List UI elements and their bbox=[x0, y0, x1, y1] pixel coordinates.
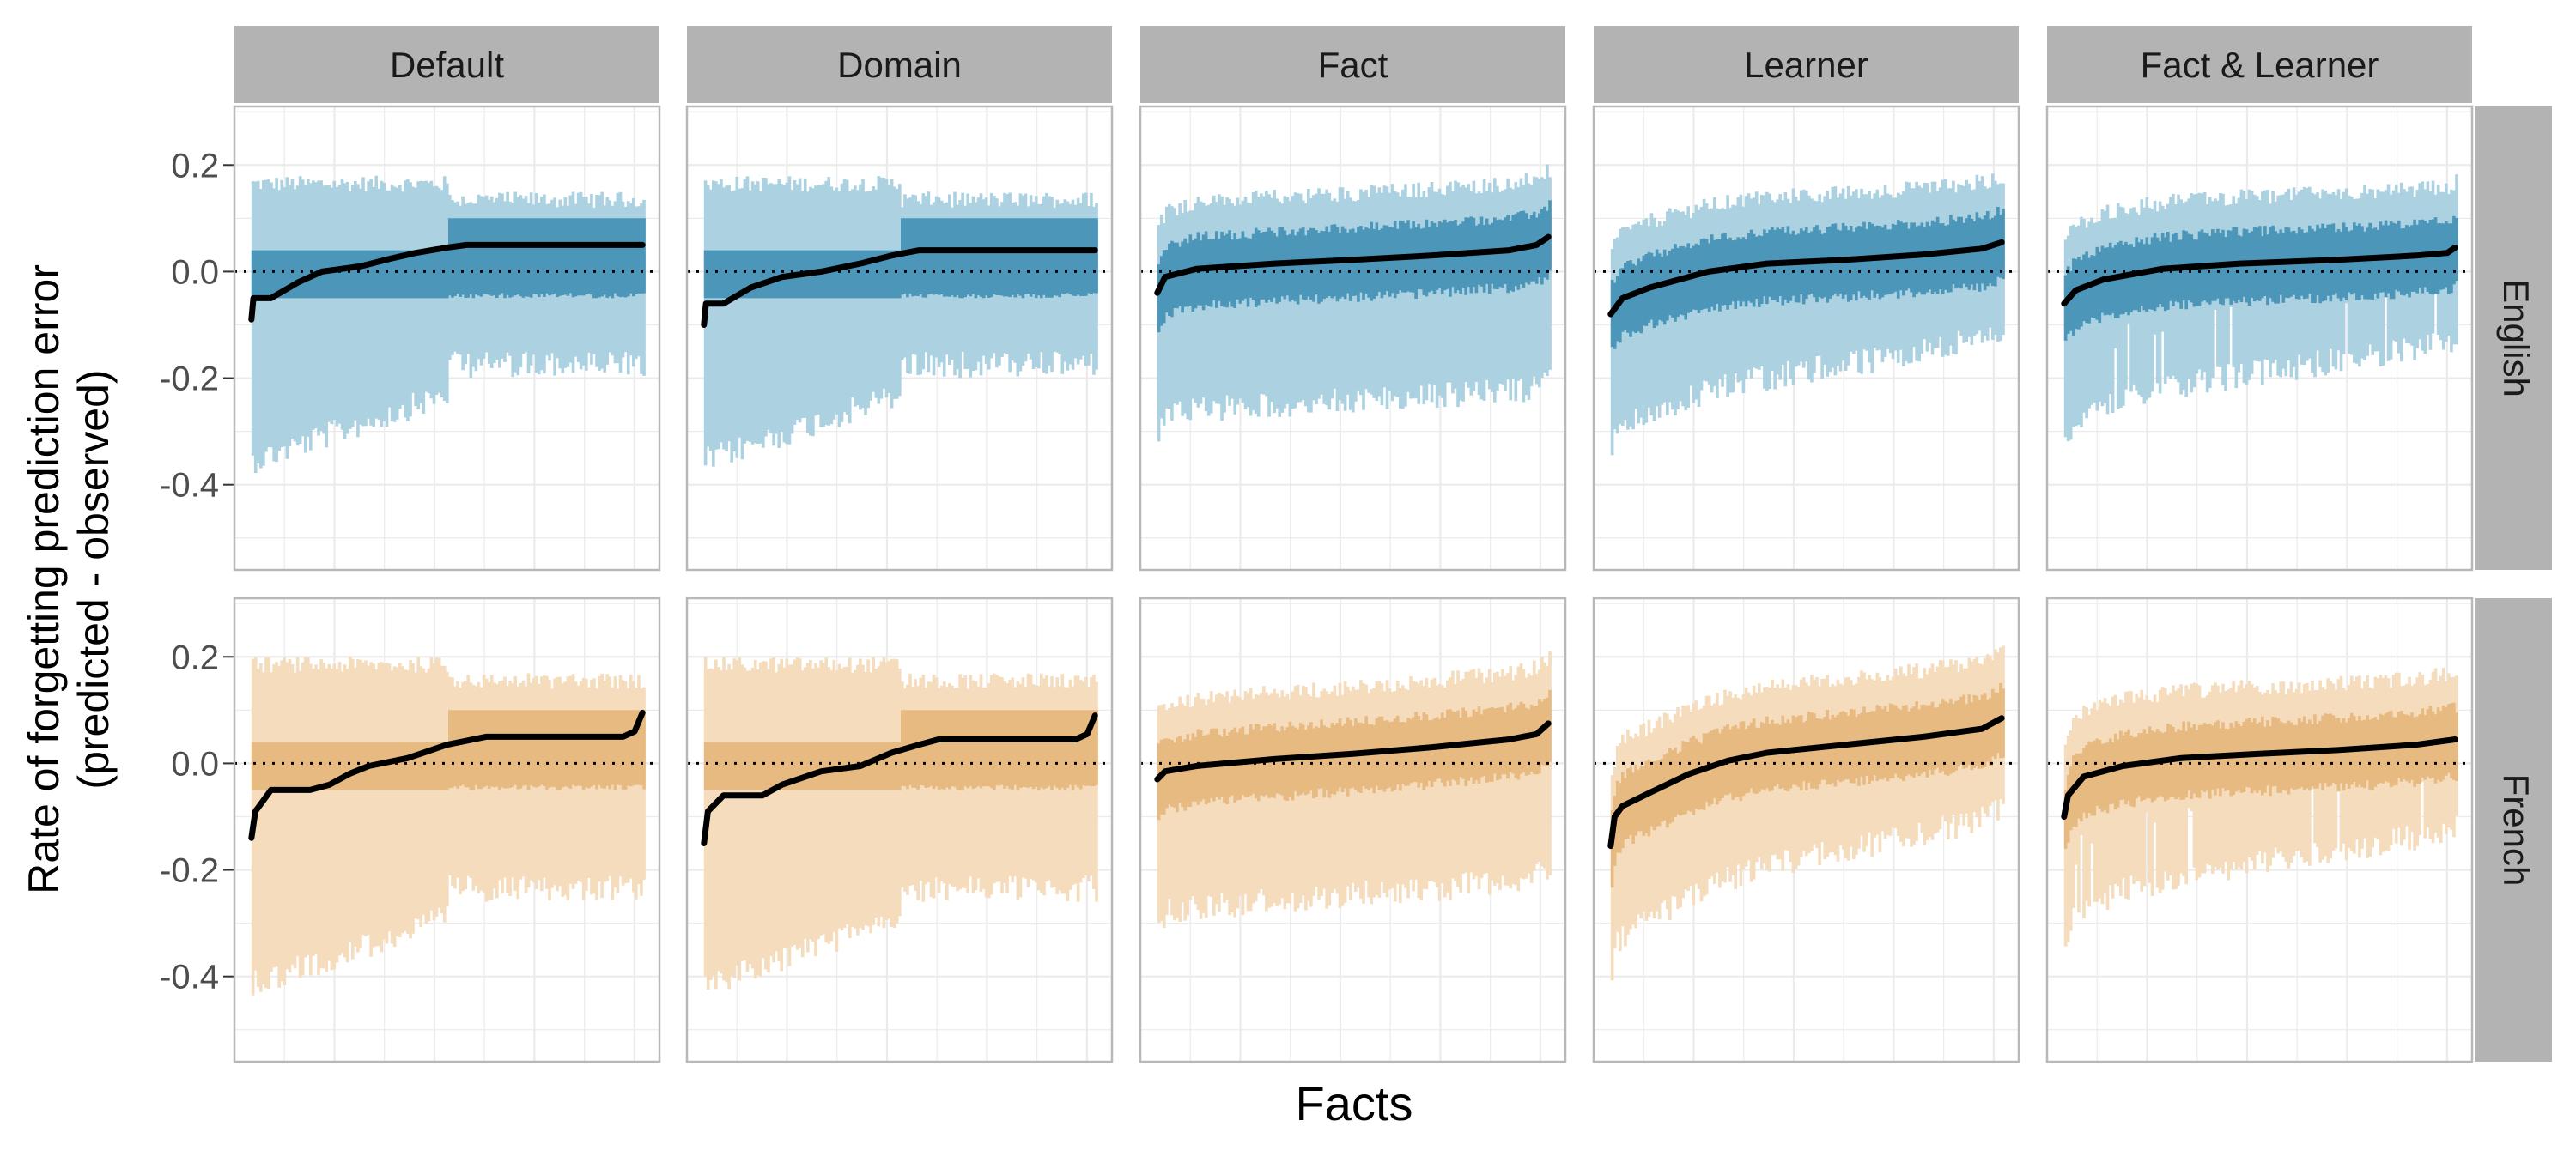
panel-english-1 bbox=[685, 105, 1114, 572]
facet-label: Fact & Learner bbox=[2141, 45, 2379, 85]
panel-border bbox=[685, 597, 1114, 1063]
panel-border bbox=[1139, 597, 1567, 1063]
median-error-line bbox=[1607, 715, 2005, 850]
median-error-line bbox=[701, 247, 1098, 328]
panel-border bbox=[233, 105, 661, 572]
y-tick-label: 0.0 bbox=[171, 253, 219, 291]
panel-border bbox=[1592, 105, 2020, 572]
panel-english-3 bbox=[1592, 105, 2020, 572]
panel-french-0 bbox=[233, 597, 661, 1063]
inner-interval-band bbox=[251, 710, 646, 790]
median-error-line bbox=[701, 712, 1098, 846]
panel-border bbox=[233, 597, 661, 1063]
inner-interval-band bbox=[703, 218, 1098, 299]
row-label: French bbox=[2496, 774, 2537, 887]
y-tick-label: -0.4 bbox=[160, 959, 219, 996]
y-tick-label: -0.4 bbox=[160, 467, 219, 505]
y-tick-label: 0.2 bbox=[171, 147, 219, 185]
panel-english-0 bbox=[233, 105, 661, 572]
y-axis-label-line2: (predicted - observed) bbox=[70, 369, 118, 789]
facet-label: Fact bbox=[1318, 45, 1388, 85]
inner-interval-band bbox=[2063, 702, 2458, 849]
panel-border bbox=[685, 105, 1114, 572]
inner-interval-band bbox=[1610, 207, 2005, 349]
facet-label: Domain bbox=[837, 45, 962, 85]
median-error-line bbox=[1154, 720, 1552, 783]
row-strip-1 bbox=[2475, 598, 2552, 1062]
row-strip-0 bbox=[2475, 106, 2552, 570]
facet-strip-3 bbox=[1594, 26, 2019, 103]
inner-interval-band bbox=[1610, 682, 2005, 888]
panel-english-2 bbox=[1139, 105, 1567, 572]
facet-label: Default bbox=[390, 45, 504, 85]
median-error-line bbox=[2061, 245, 2458, 307]
facet-strip-2 bbox=[1140, 26, 1565, 103]
panel-french-4 bbox=[2045, 597, 2474, 1063]
y-axis-label-line1: Rate of forgetting prediction error bbox=[20, 264, 68, 894]
panel-border bbox=[1592, 597, 2020, 1063]
median-error-line bbox=[248, 241, 646, 323]
panel-french-1 bbox=[685, 597, 1114, 1063]
panel-border bbox=[2045, 597, 2474, 1063]
facet-strip-4 bbox=[2047, 26, 2472, 103]
facet-strip-1 bbox=[687, 26, 1112, 103]
panel-french-2 bbox=[1139, 597, 1567, 1063]
y-tick-label: -0.2 bbox=[160, 852, 219, 890]
median-error-line bbox=[1607, 239, 2005, 318]
median-error-line bbox=[248, 709, 646, 841]
panel-english-4 bbox=[2045, 105, 2474, 572]
row-label: English bbox=[2496, 279, 2537, 397]
panel-border bbox=[2045, 105, 2474, 572]
inner-interval-band bbox=[2063, 215, 2458, 341]
panel-border bbox=[1139, 105, 1567, 572]
y-tick-label: 0.0 bbox=[171, 745, 219, 783]
facet-strip-0 bbox=[234, 26, 659, 103]
inner-interval-band bbox=[251, 218, 646, 299]
median-error-line bbox=[1154, 233, 1552, 296]
y-tick-label: 0.2 bbox=[171, 639, 219, 676]
x-axis-label: Facts bbox=[1296, 1076, 1413, 1130]
y-tick-label: -0.2 bbox=[160, 360, 219, 398]
median-error-line bbox=[2061, 736, 2458, 820]
inner-interval-band bbox=[1157, 200, 1552, 333]
facet-label: Learner bbox=[1744, 45, 1868, 85]
panel-french-3 bbox=[1592, 597, 2020, 1063]
